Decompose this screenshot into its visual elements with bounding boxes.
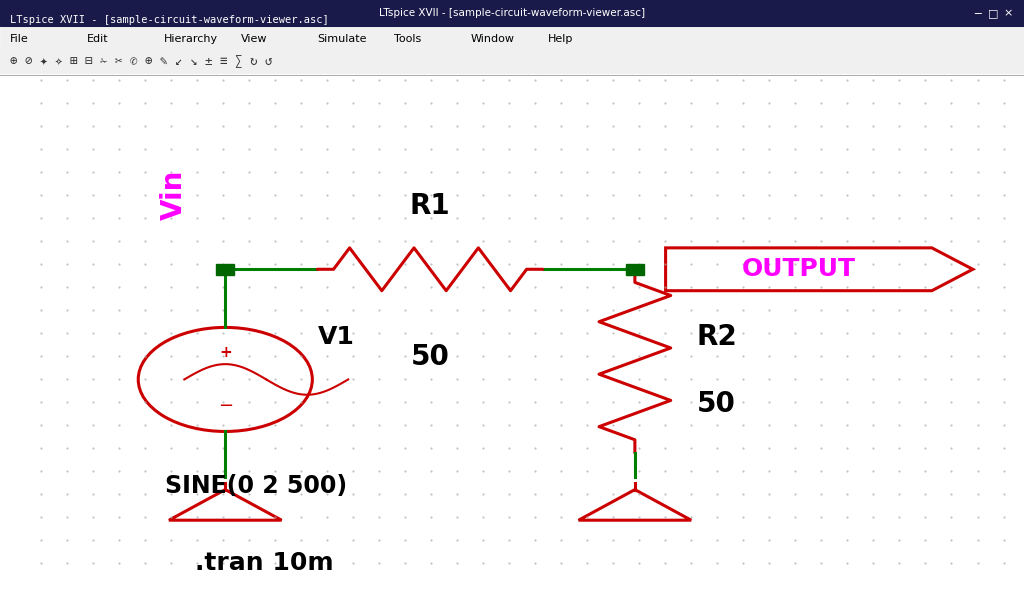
Bar: [216, 264, 234, 275]
Text: □: □: [988, 8, 998, 18]
Text: V1: V1: [317, 324, 354, 349]
Text: ×: ×: [1004, 8, 1014, 18]
Text: −: −: [218, 397, 232, 416]
Text: SINE(0 2 500): SINE(0 2 500): [165, 474, 347, 498]
Text: R2: R2: [696, 323, 737, 351]
Text: Edit: Edit: [87, 34, 109, 43]
Text: +: +: [219, 345, 231, 360]
Text: OUTPUT: OUTPUT: [741, 257, 856, 282]
Text: Tools: Tools: [394, 34, 422, 43]
Text: Help: Help: [548, 34, 573, 43]
Text: ⊕ ⊘ ✦ ✧ ⊞ ⊟ ✁ ✂ ✆ ⊕ ✎ ↙ ↘ ± ≡ ∑ ↻ ↺: ⊕ ⊘ ✦ ✧ ⊞ ⊟ ✁ ✂ ✆ ⊕ ✎ ↙ ↘ ± ≡ ∑ ↻ ↺: [10, 55, 272, 69]
Text: Hierarchy: Hierarchy: [164, 34, 218, 43]
Text: File: File: [10, 34, 29, 43]
Text: ─: ─: [975, 8, 981, 18]
Text: LTspice XVII - [sample-circuit-waveform-viewer.asc]: LTspice XVII - [sample-circuit-waveform-…: [379, 8, 645, 18]
Text: 50: 50: [411, 343, 450, 371]
Text: .tran 10m: .tran 10m: [195, 551, 333, 575]
Text: Window: Window: [471, 34, 515, 43]
Text: Simulate: Simulate: [317, 34, 367, 43]
Text: LTspice XVII - [sample-circuit-waveform-viewer.asc]: LTspice XVII - [sample-circuit-waveform-…: [10, 15, 329, 25]
Text: R1: R1: [410, 192, 451, 220]
Text: Vin: Vin: [160, 170, 188, 220]
Bar: [626, 264, 644, 275]
Text: 50: 50: [696, 390, 735, 418]
Text: View: View: [241, 34, 267, 43]
